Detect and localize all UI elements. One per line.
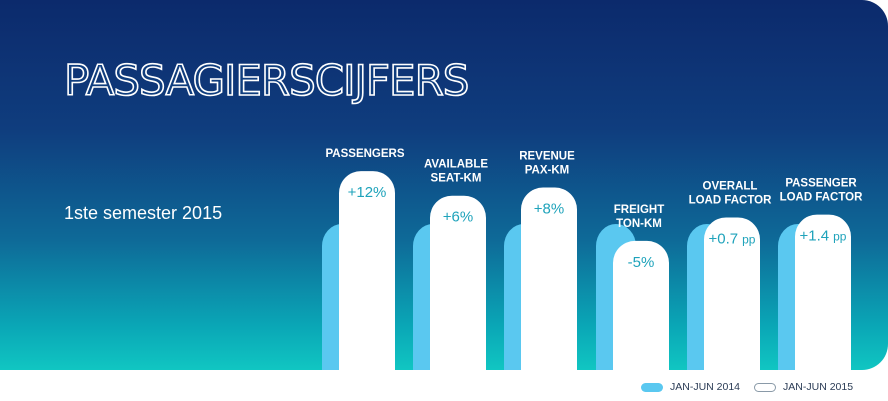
legend-label-2014: JAN-JUN 2014 [670,381,741,393]
value-label-overall-load-factor: +0.7 pp [709,230,756,247]
category-label-passenger-load-factor: PASSENGER LOAD FACTOR [780,178,864,204]
legend-item-2015: JAN-JUN 2015 [754,381,853,393]
category-label-freight-ton-km: FREIGHT TON-KM [614,204,664,230]
bar-2015-passengers [339,171,395,370]
legend-item-2014: JAN-JUN 2014 [641,381,740,393]
category-label-passengers: PASSENGERS [325,148,404,160]
legend-label-2015: JAN-JUN 2015 [783,381,854,393]
category-label-revenue-pax-km: REVENUE PAX-KM [519,151,575,177]
period-subtitle: 1ste semester 2015 [64,203,223,223]
page-title: PASSAGIERSCIJFERS [63,55,470,106]
value-label-passenger-load-factor: +1.4 pp [800,228,847,245]
legend-swatch-2014 [641,382,663,392]
category-label-available-seat-km: AVAILABLE SEAT-KM [424,159,488,185]
value-label-revenue-pax-km: +8% [534,201,564,218]
bar-2015-revenue-pax-km [521,187,577,370]
value-label-available-seat-km: +6% [443,209,473,226]
bar-2015-freight-ton-km [613,240,669,370]
bar-2015-available-seat-km [430,195,486,370]
bar-2015-passenger-load-factor [795,214,851,370]
category-label-overall-load-factor: OVERALL LOAD FACTOR [689,180,773,206]
legend: JAN-JUN 2014 JAN-JUN 2015 [641,379,867,395]
bar-chart: +12% PASSENGERS +6% AVAILABLE SEAT-KM +8% REVE… [322,148,864,370]
value-label-passengers: +12% [348,184,387,201]
bar-2015-overall-load-factor [704,217,760,370]
chart-panel: PASSAGIERSCIJFERS 1ste semester 2015 +12… [0,0,888,370]
value-label-freight-ton-km: -5% [628,254,655,271]
legend-swatch-2015 [754,382,777,392]
